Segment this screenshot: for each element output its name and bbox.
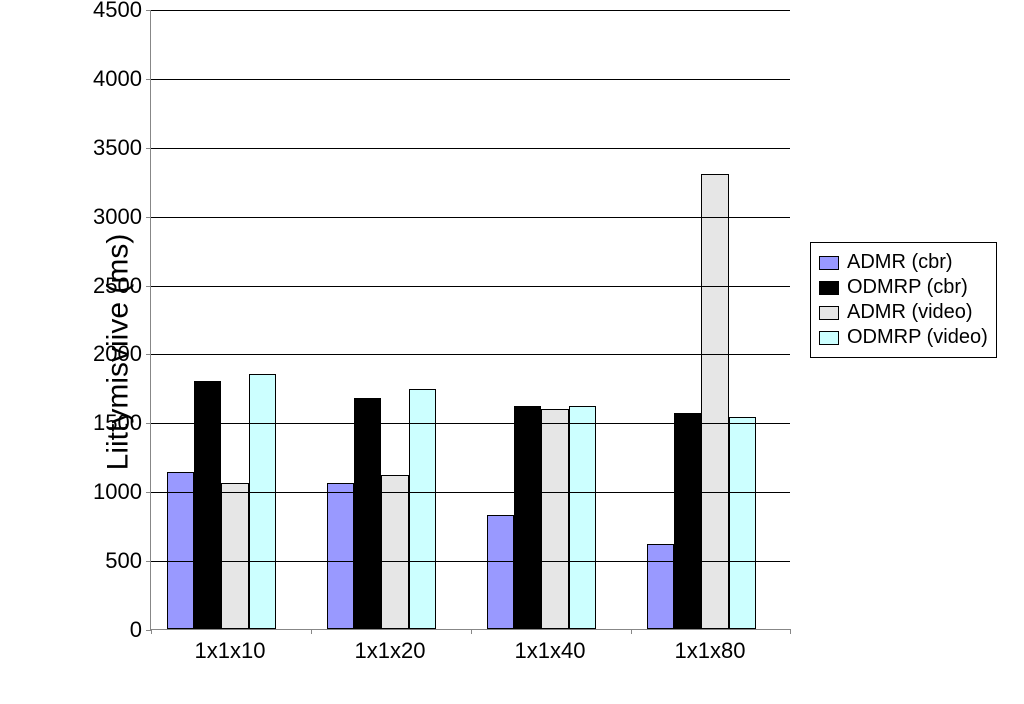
legend-swatch — [819, 281, 839, 295]
gridline — [151, 423, 790, 424]
gridline — [151, 492, 790, 493]
gridline — [151, 286, 790, 287]
bar — [194, 381, 221, 629]
legend-item: ADMR (cbr) — [819, 251, 988, 274]
legend: ADMR (cbr) ODMRP (cbr) ADMR (video) ODMR… — [810, 242, 997, 358]
x-tick-mark — [311, 629, 312, 634]
legend-label: ODMRP (cbr) — [847, 276, 968, 299]
y-axis: 050010001500200025003000350040004500 — [80, 10, 150, 630]
y-tick-label: 2500 — [93, 273, 142, 299]
y-tick-label: 3500 — [93, 135, 142, 161]
bar — [221, 483, 248, 629]
bar — [729, 417, 756, 629]
y-tick-label: 2000 — [93, 341, 142, 367]
x-tick-label: 1x1x20 — [355, 638, 426, 664]
bar — [354, 398, 381, 629]
x-tick-label: 1x1x80 — [675, 638, 746, 664]
x-tick-mark — [151, 629, 152, 634]
legend-item: ODMRP (cbr) — [819, 276, 988, 299]
bar — [327, 483, 354, 629]
bar — [487, 515, 514, 629]
legend-item: ADMR (video) — [819, 301, 988, 324]
x-tick-mark — [790, 629, 791, 634]
bars-layer — [151, 10, 790, 629]
bar — [249, 374, 276, 629]
bar — [167, 472, 194, 629]
chart-container: Liittymisviive (ms) 05001000150020002500… — [10, 10, 1014, 694]
bar — [409, 389, 436, 629]
gridline — [151, 354, 790, 355]
bar — [647, 544, 674, 629]
bar — [541, 409, 568, 629]
gridline — [151, 10, 790, 11]
y-tick-label: 1500 — [93, 410, 142, 436]
gridline — [151, 148, 790, 149]
x-tick-label: 1x1x10 — [195, 638, 266, 664]
legend-item: ODMRP (video) — [819, 326, 988, 349]
y-tick-label: 0 — [130, 617, 142, 643]
legend-swatch — [819, 331, 839, 345]
bar — [381, 475, 408, 629]
gridline — [151, 217, 790, 218]
x-tick-mark — [471, 629, 472, 634]
plot-area — [150, 10, 790, 630]
y-tick-label: 500 — [105, 548, 142, 574]
legend-label: ODMRP (video) — [847, 326, 988, 349]
bar — [569, 406, 596, 629]
gridline — [151, 79, 790, 80]
legend-swatch — [819, 306, 839, 320]
x-tick-label: 1x1x40 — [515, 638, 586, 664]
y-tick-label: 1000 — [93, 479, 142, 505]
gridline — [151, 561, 790, 562]
y-tick-label: 3000 — [93, 204, 142, 230]
legend-label: ADMR (cbr) — [847, 251, 953, 274]
legend-label: ADMR (video) — [847, 301, 973, 324]
legend-swatch — [819, 256, 839, 270]
y-tick-label: 4000 — [93, 66, 142, 92]
y-tick-label: 4500 — [93, 0, 142, 23]
bar — [514, 406, 541, 629]
bar — [674, 413, 701, 629]
x-tick-mark — [631, 629, 632, 634]
